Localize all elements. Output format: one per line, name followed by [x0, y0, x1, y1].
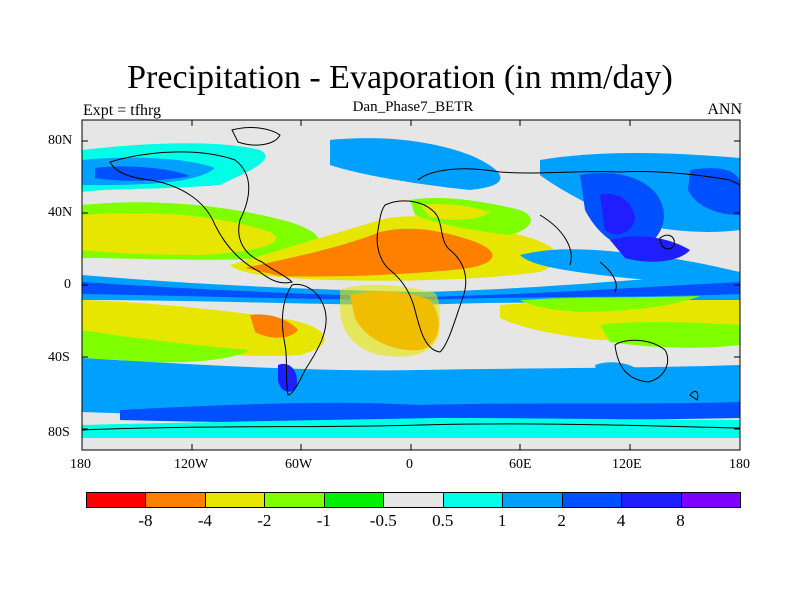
- colorbar-label: 0.5: [432, 511, 454, 530]
- colorbar-label: 2: [557, 511, 566, 530]
- colorbar-swatch: [383, 492, 444, 508]
- colorbar-label: 1: [497, 511, 507, 530]
- lon-label-60w: 60W: [285, 457, 313, 472]
- colorbar-label: -4: [197, 511, 212, 530]
- lat-label-80n: 80N: [48, 133, 73, 148]
- lat-label-80s: 80S: [48, 425, 70, 440]
- lat-label-0: 0: [64, 277, 71, 292]
- colorbar-swatch: [621, 492, 682, 508]
- lon-label-120w: 120W: [174, 457, 209, 472]
- contour-fill: [82, 120, 740, 450]
- colorbar-swatch: [680, 492, 741, 508]
- season-label: ANN: [707, 101, 742, 118]
- lon-label-180w: 180: [70, 457, 91, 472]
- colorbar-label: -2: [257, 511, 272, 530]
- axis-ticks: [81, 120, 741, 450]
- lon-label-180e: 180: [729, 457, 750, 472]
- case-name: Dan_Phase7_BETR: [352, 99, 474, 115]
- colorbar-swatch: [86, 492, 147, 508]
- coastlines: [81, 127, 741, 431]
- colorbar-label: -0.5: [369, 511, 397, 530]
- plot-title: Precipitation - Evaporation (in mm/day): [127, 59, 673, 96]
- colorbar-label: -8: [138, 511, 153, 530]
- colorbar-swatch: [145, 492, 206, 508]
- colorbar-swatch: [264, 492, 325, 508]
- colorbar-swatch: [561, 492, 623, 508]
- lat-label-40n: 40N: [48, 205, 73, 220]
- lon-label-60e: 60E: [509, 457, 532, 472]
- lat-label-40s: 40S: [48, 350, 70, 365]
- colorbar-swatch: [204, 492, 266, 508]
- colorbar-swatch: [323, 492, 385, 508]
- lon-label-0: 0: [406, 457, 413, 472]
- colorbar-swatch: [502, 492, 563, 508]
- lon-label-120e: 120E: [612, 457, 642, 472]
- colorbar-label: -1: [316, 511, 331, 530]
- colorbar-label: 8: [676, 511, 685, 530]
- experiment-label: Expt = tfhrg: [83, 102, 162, 119]
- colorbar-label: 4: [616, 511, 626, 530]
- colorbar-swatch: [442, 492, 504, 508]
